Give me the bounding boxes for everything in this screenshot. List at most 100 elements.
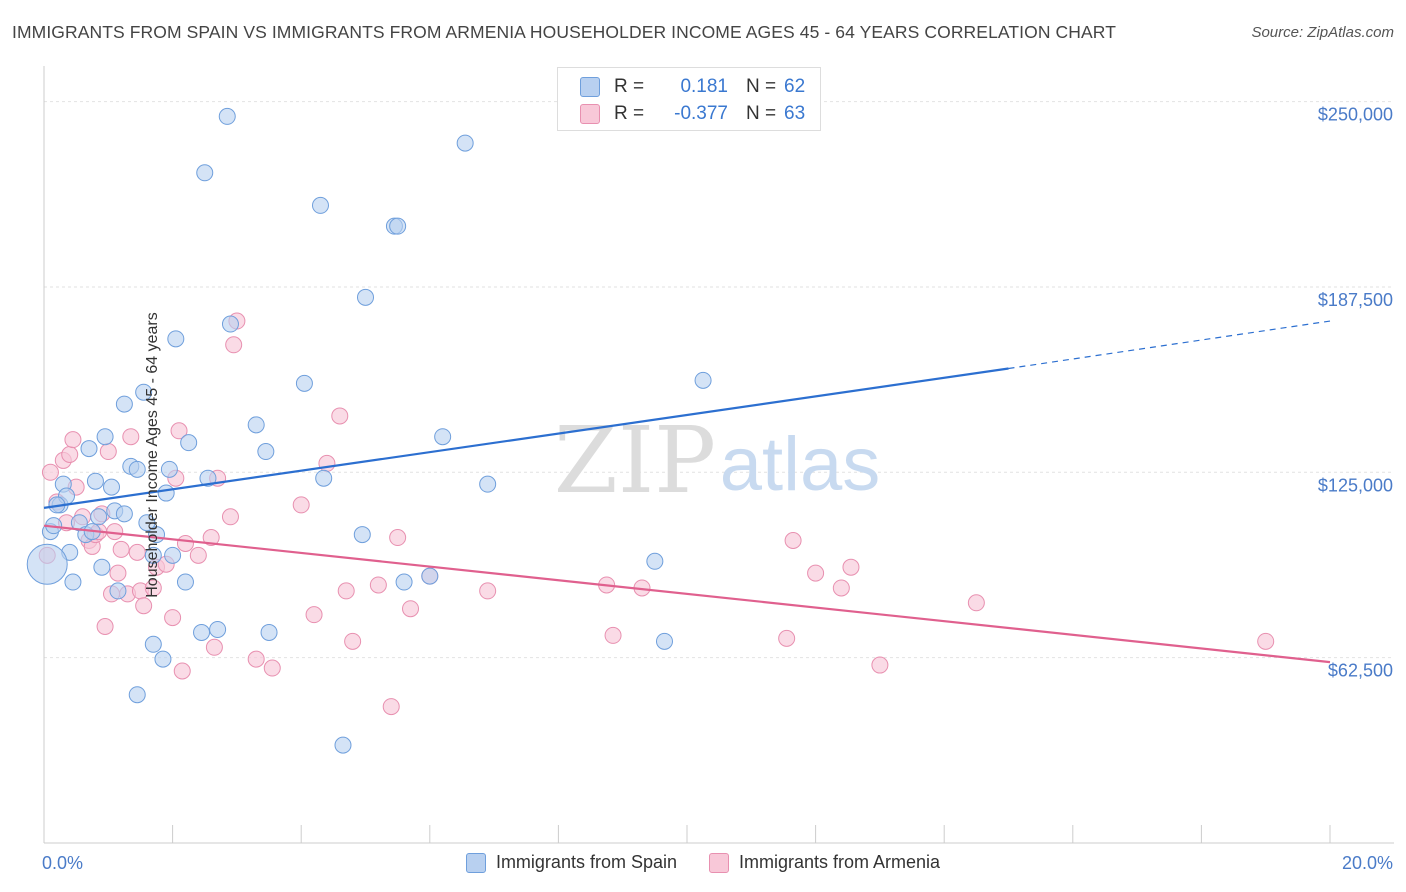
spain-point bbox=[128, 686, 146, 704]
armenia-point bbox=[807, 564, 825, 582]
stats-legend: R = 0.181 N = 62 R = -0.377 N = 63 bbox=[557, 67, 821, 131]
armenia-swatch bbox=[580, 104, 600, 124]
spain-point bbox=[334, 736, 352, 754]
x-tick-label-1: 20.0% bbox=[1342, 853, 1393, 873]
armenia-point bbox=[109, 564, 127, 582]
spain-point bbox=[311, 196, 329, 214]
armenia-legend-swatch bbox=[709, 852, 729, 873]
armenia-point bbox=[225, 336, 243, 354]
spain-legend-swatch bbox=[465, 852, 486, 873]
y-tick-label-3: $250,000 bbox=[1318, 105, 1393, 125]
spain-point bbox=[694, 371, 712, 389]
armenia-point bbox=[128, 543, 146, 561]
stats-row-spain: R = 0.181 N = 62 bbox=[580, 74, 805, 100]
spain-point bbox=[96, 428, 114, 446]
armenia-point bbox=[122, 428, 140, 446]
spain-point bbox=[218, 107, 236, 125]
x-tick-labels: 0.0% 20.0% bbox=[42, 853, 1393, 873]
spain-swatch bbox=[580, 77, 600, 97]
armenia-point bbox=[402, 600, 420, 618]
armenia-point bbox=[305, 606, 323, 624]
spain-point bbox=[247, 416, 265, 434]
armenia-point bbox=[369, 576, 387, 594]
spain-point bbox=[357, 288, 374, 306]
y-tick-labels: $62,500 $125,000 $187,500 $250,000 bbox=[1318, 105, 1393, 681]
armenia-point bbox=[389, 529, 407, 547]
spain-point bbox=[353, 526, 371, 544]
spain-point bbox=[103, 478, 121, 496]
armenia-point bbox=[1257, 632, 1275, 650]
armenia-point bbox=[382, 698, 400, 716]
armenia-point bbox=[64, 431, 82, 449]
spain-point bbox=[167, 330, 185, 348]
spain-point bbox=[64, 573, 82, 591]
spain-point bbox=[86, 472, 104, 490]
spain-point bbox=[115, 395, 133, 413]
y-axis-label: Householder Income Ages 45 - 64 years bbox=[143, 312, 161, 598]
gridlines bbox=[44, 101, 1394, 659]
spain-point bbox=[221, 315, 239, 333]
legend-item-armenia[interactable]: Immigrants from Armenia bbox=[709, 852, 940, 873]
armenia-point bbox=[337, 582, 355, 600]
watermark-atlas: atlas bbox=[720, 422, 881, 507]
armenia-point bbox=[263, 659, 281, 677]
spain-point bbox=[93, 558, 111, 576]
spain-point bbox=[144, 635, 162, 653]
spain-point bbox=[115, 505, 133, 523]
r-label: R = bbox=[614, 103, 645, 124]
n-label: N = bbox=[746, 76, 777, 97]
spain-point bbox=[26, 543, 68, 585]
trend-lines bbox=[43, 320, 1331, 664]
spain-point bbox=[109, 582, 127, 600]
spain-trend-extension bbox=[1008, 320, 1331, 370]
spain-point bbox=[257, 443, 275, 461]
stats-row-armenia: R = -0.377 N = 63 bbox=[580, 101, 805, 127]
armenia-point bbox=[479, 582, 497, 600]
armenia-point bbox=[164, 609, 182, 627]
spain-point bbox=[144, 546, 162, 564]
series-legend: Immigrants from Spain Immigrants from Ar… bbox=[0, 852, 1406, 873]
armenia-point bbox=[41, 463, 59, 481]
armenia-point bbox=[61, 446, 79, 463]
armenia-point bbox=[784, 532, 802, 550]
spain-point bbox=[315, 469, 333, 487]
spain-point bbox=[421, 567, 439, 585]
spain-point bbox=[164, 546, 182, 564]
n-value-spain: 62 bbox=[784, 76, 806, 97]
armenia-point bbox=[189, 546, 207, 564]
legend-label-armenia: Immigrants from Armenia bbox=[739, 852, 941, 872]
r-label: R = bbox=[614, 76, 645, 97]
armenia-point bbox=[832, 579, 850, 597]
y-tick-label-1: $125,000 bbox=[1318, 475, 1393, 495]
spain-point bbox=[128, 460, 146, 478]
x-tick-label-0: 0.0% bbox=[42, 853, 83, 873]
spain-point bbox=[160, 460, 178, 478]
spain-point bbox=[655, 632, 673, 650]
armenia-point bbox=[176, 534, 194, 552]
chart-title: IMMIGRANTS FROM SPAIN VS IMMIGRANTS FROM… bbox=[12, 22, 1116, 42]
armenia-point bbox=[202, 529, 220, 547]
armenia-point bbox=[871, 656, 889, 674]
spain-point bbox=[389, 217, 407, 235]
armenia-point bbox=[135, 597, 153, 615]
spain-point bbox=[260, 623, 278, 641]
spain-point bbox=[135, 383, 153, 401]
spain-point bbox=[80, 440, 98, 458]
legend-label-spain: Immigrants from Spain bbox=[495, 852, 677, 872]
armenia-point bbox=[318, 454, 336, 472]
armenia-point bbox=[170, 422, 188, 440]
spain-point bbox=[193, 623, 211, 641]
armenia-point bbox=[173, 662, 191, 680]
r-value-spain: 0.181 bbox=[680, 76, 728, 97]
n-label: N = bbox=[746, 103, 777, 124]
armenia-point bbox=[842, 558, 860, 576]
spain-point bbox=[646, 552, 664, 570]
y-tick-label-0: $62,500 bbox=[1328, 661, 1393, 681]
spain-point bbox=[395, 573, 413, 591]
watermark: ZIP atlas bbox=[554, 407, 880, 514]
spain-point bbox=[90, 508, 108, 526]
spain-point bbox=[434, 428, 452, 446]
legend-item-spain[interactable]: Immigrants from Spain bbox=[465, 852, 677, 873]
armenia-point bbox=[205, 638, 223, 656]
spain-point bbox=[196, 164, 214, 182]
